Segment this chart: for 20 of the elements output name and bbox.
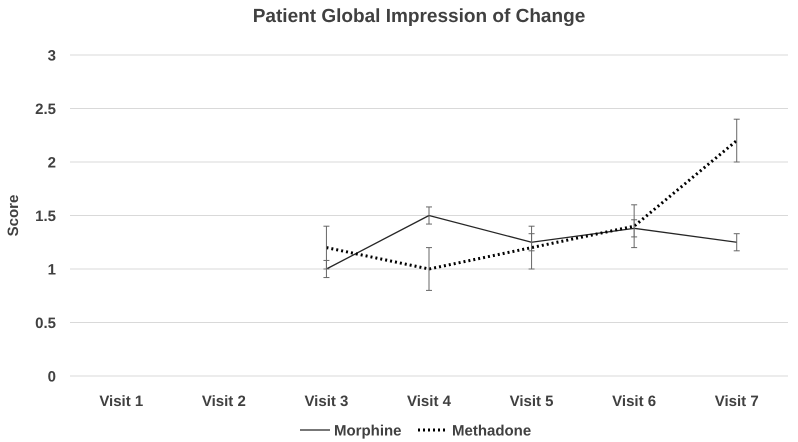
- y-tick-label: 1: [48, 261, 56, 278]
- legend-label: Methadone: [452, 422, 532, 440]
- y-tick-label: 0.5: [35, 314, 56, 332]
- y-tick-label: 2: [48, 154, 56, 172]
- y-tick-label: 0: [48, 368, 56, 386]
- y-axis-title: Score: [5, 194, 22, 236]
- y-tick-label: 3: [48, 47, 56, 64]
- y-tick-label: 2.5: [35, 100, 56, 118]
- chart-title: Patient Global Impression of Change: [252, 6, 586, 27]
- x-tick-label: Visit 1: [99, 393, 144, 410]
- legend-label: Morphine: [334, 422, 402, 440]
- line-series: [326, 214, 738, 270]
- x-tick-label: Visit 2: [202, 393, 246, 410]
- x-tick-label: Visit 3: [304, 393, 348, 410]
- x-tick-label: Visit 5: [510, 393, 554, 410]
- y-tick-label: 1.5: [35, 208, 56, 225]
- x-tick-label: Visit 7: [714, 393, 759, 410]
- line-series: [324, 139, 738, 270]
- x-tick-label: Visit 4: [407, 393, 452, 410]
- x-tick-label: Visit 6: [612, 393, 656, 410]
